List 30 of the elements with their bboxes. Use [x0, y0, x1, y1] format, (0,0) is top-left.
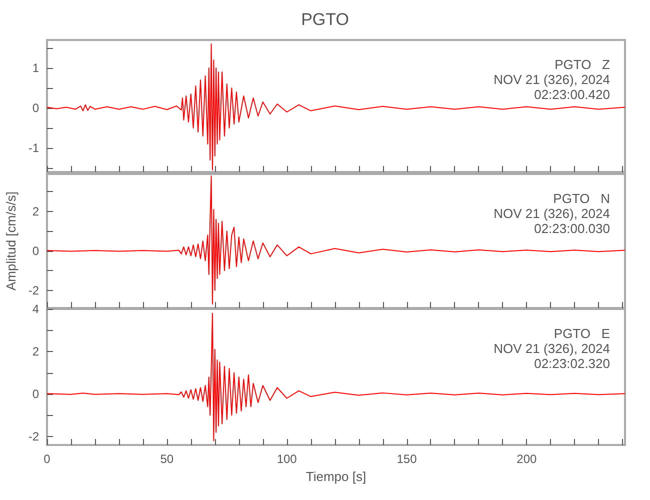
annotation: PGTO E — [554, 326, 610, 341]
y-tick-label: 4 — [32, 302, 40, 316]
annotation: 02:23:02.320 — [534, 356, 610, 371]
line-series — [46, 312, 626, 442]
y-tick-label: 1 — [32, 61, 40, 75]
x-tick-label: 150 — [396, 452, 418, 466]
y-tick-label: 0 — [32, 387, 40, 401]
annotation: 02:23:00.030 — [534, 221, 610, 236]
x-tick-label: 0 — [44, 452, 51, 466]
y-axis-title: Amplitud [cm/s/s] — [3, 192, 18, 290]
annotation: NOV 21 (326), 2024 — [494, 341, 610, 356]
annotation: NOV 21 (326), 2024 — [494, 206, 610, 221]
y-tick-label: -2 — [28, 283, 40, 298]
y-tick-label: 2 — [32, 344, 40, 358]
x-tick-label: 200 — [516, 452, 537, 466]
x-axis-title: Tiempo [s] — [306, 468, 366, 484]
annotation: 02:23:00.420 — [534, 87, 610, 102]
x-tick-label: 100 — [276, 452, 298, 466]
y-tick-label: 0 — [32, 101, 40, 115]
y-tick-label: 0 — [32, 244, 40, 258]
chart-title: PGTO — [301, 10, 349, 29]
annotation: NOV 21 (326), 2024 — [494, 72, 610, 87]
x-tick-label: 50 — [160, 452, 174, 466]
line-series — [46, 175, 626, 305]
line-series — [46, 44, 626, 170]
y-tick-label: -1 — [28, 141, 40, 155]
y-tick-label: -2 — [28, 430, 40, 444]
annotation: PGTO N — [553, 191, 610, 206]
annotation: PGTO Z — [554, 57, 610, 72]
y-tick-label: 2 — [32, 204, 40, 218]
